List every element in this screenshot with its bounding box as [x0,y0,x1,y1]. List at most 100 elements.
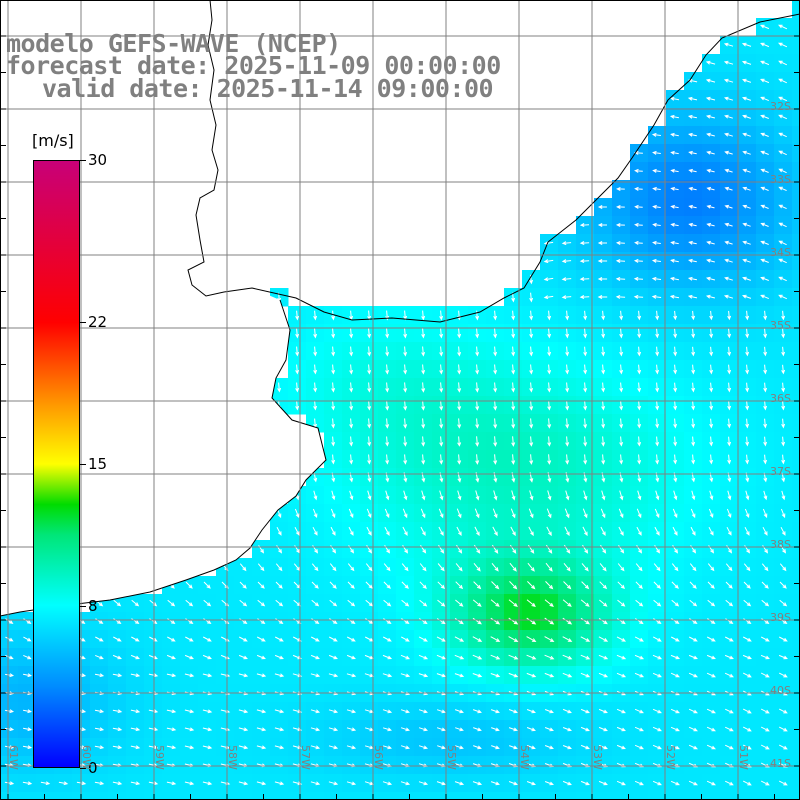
wind-arrow [420,526,426,537]
wind-arrow [727,436,732,447]
wind-arrow [310,781,321,786]
wind-arrow [652,636,662,642]
colorbar-tick-mark [80,322,86,324]
wind-arrow [725,563,733,572]
wind-arrow [652,168,661,173]
wind-arrow [130,781,141,786]
wind-arrow [421,382,426,393]
wind-arrow [295,382,300,393]
wind-arrow [454,781,465,786]
wind-arrow [493,436,498,447]
wind-arrow [744,508,750,519]
wind-arrow [760,276,769,281]
wind-arrow [633,294,644,299]
wind-arrow [347,563,355,572]
wind-speed-cell [738,792,757,800]
wind-arrow [633,258,643,263]
wind-arrow [455,745,464,750]
wind-arrow [706,744,716,750]
wind-arrow [781,454,786,465]
wind-arrow [382,781,393,786]
wind-arrow [727,418,732,429]
wind-arrow [634,708,644,714]
wind-arrow [600,544,607,554]
wind-arrow [655,346,660,357]
wind-arrow [781,346,786,357]
wind-arrow [546,526,552,537]
wind-arrow [367,328,372,339]
wind-arrow [655,328,660,339]
wind-arrow [763,454,768,465]
wind-arrow [256,636,266,642]
wind-arrow [619,418,624,429]
wind-speed-cell [342,792,361,800]
wind-speed-cell [792,0,800,19]
wind-arrow [185,599,194,607]
wind-arrow [310,673,321,678]
wind-speed-cell [792,90,800,109]
wind-arrow [403,400,408,411]
wind-arrow [709,436,714,447]
wind-arrow [709,310,714,321]
wind-arrow [544,727,554,732]
wind-arrow [331,346,336,357]
wind-arrow [457,364,462,375]
wind-arrow [598,636,609,642]
wind-arrow [382,709,393,714]
wind-arrow [113,636,122,642]
wind-speed-cell [720,792,739,800]
wind-arrow [493,364,498,375]
wind-arrow [544,599,554,608]
wind-arrow [508,709,518,714]
wind-arrow [723,294,734,299]
wind-arrow [526,781,536,786]
wind-arrow [636,508,642,519]
wind-arrow [781,382,786,393]
wind-arrow [706,204,715,209]
wind-arrow [274,745,285,750]
wind-arrow [346,673,357,678]
wind-arrow [385,400,390,411]
wind-arrow [94,781,105,786]
wind-arrow [454,654,465,660]
wind-arrow [778,150,787,156]
wind-arrow [616,187,625,191]
latitude-label: 41S [770,757,791,770]
wind-arrow [5,654,14,660]
wind-speed-cell [540,792,559,800]
wind-arrow [778,78,788,84]
wind-arrow [58,781,69,786]
wind-arrow [561,295,572,300]
wind-arrow [473,562,481,572]
wind-arrow [257,618,266,625]
wind-speed-cell [792,738,800,757]
forecast-date-label: forecast date: 2025-11-09 00:00:00 [6,51,501,80]
wind-arrow [547,346,552,357]
wind-arrow [493,382,498,393]
wind-speed-cell [234,792,253,800]
wind-arrow [346,636,356,642]
wind-arrow [565,346,570,357]
wind-arrow [349,364,354,375]
wind-speed-cell [486,792,505,800]
wind-arrow [742,654,752,660]
wind-arrow [274,727,285,732]
wind-arrow [652,204,661,209]
wind-arrow [295,310,300,321]
wind-arrow [544,654,555,660]
wind-arrow [742,744,752,750]
wind-arrow [691,418,696,429]
wind-arrow [436,727,447,732]
wind-arrow [562,636,573,642]
wind-arrow [778,636,788,642]
wind-arrow [436,673,447,678]
wind-arrow [492,508,498,519]
wind-speed-cell [792,792,800,800]
wind-arrow [583,364,588,375]
wind-arrow [688,222,697,227]
wind-speed-cell [792,612,800,631]
wind-arrow [385,490,390,501]
wind-arrow [367,382,372,393]
wind-arrow [529,490,534,501]
wind-arrow [475,382,480,393]
